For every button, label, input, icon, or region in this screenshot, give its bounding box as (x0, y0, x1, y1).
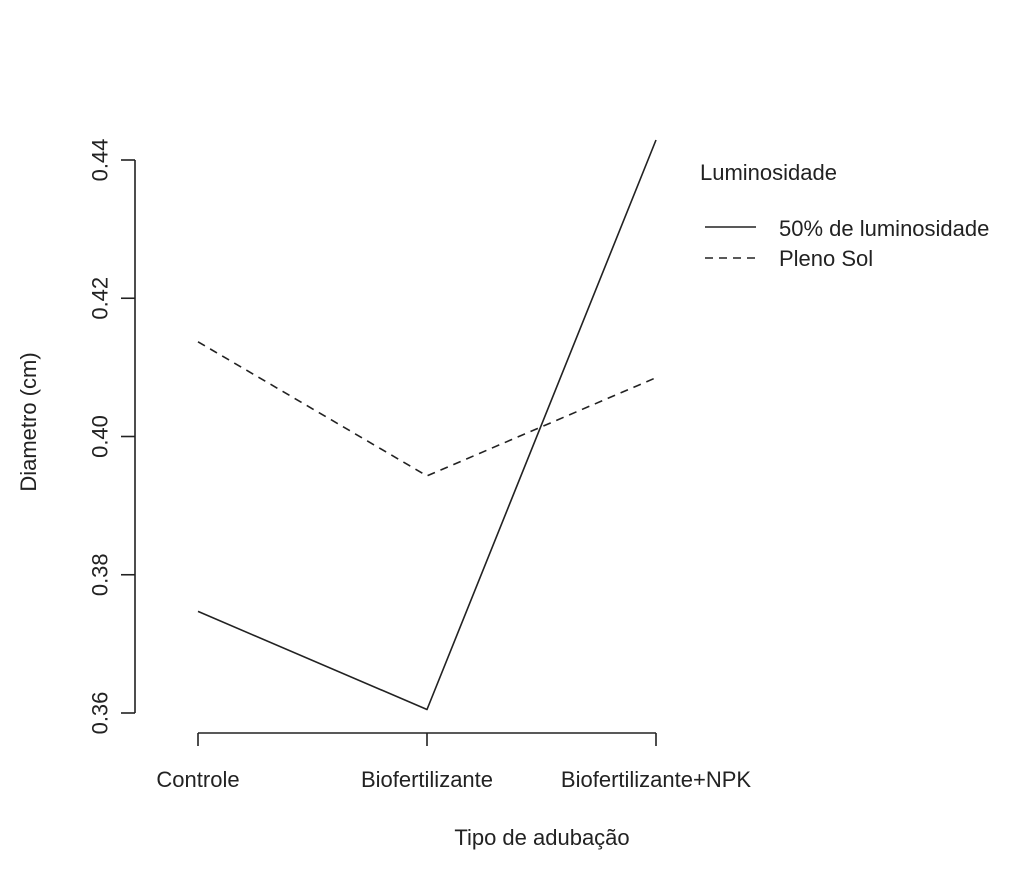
y-tick-label: 0.36 (88, 692, 113, 735)
x-tick-label: Biofertilizante+NPK (561, 767, 751, 792)
y-axis: 0.36 0.38 0.40 0.42 0.44 (88, 139, 136, 735)
y-axis-title: Diametro (cm) (16, 352, 41, 491)
legend-title: Luminosidade (700, 160, 837, 185)
legend-entry-2: Pleno Sol (779, 246, 873, 271)
x-tick-label: Controle (156, 767, 239, 792)
series-line-1 (197, 139, 657, 711)
legend: Luminosidade 50% de luminosidade Pleno S… (700, 160, 989, 271)
x-axis: Controle Biofertilizante Biofertilizante+N… (156, 732, 751, 792)
x-axis-title: Tipo de adubação (454, 825, 629, 850)
legend-entry-1: 50% de luminosidade (779, 216, 989, 241)
series-layer (197, 139, 657, 711)
y-tick-label: 0.42 (88, 277, 113, 320)
series-line-2 (197, 341, 657, 477)
y-tick-label: 0.44 (88, 139, 113, 182)
x-tick-label: Biofertilizante (361, 767, 493, 792)
y-tick-label: 0.38 (88, 553, 113, 596)
y-tick-label: 0.40 (88, 415, 113, 458)
